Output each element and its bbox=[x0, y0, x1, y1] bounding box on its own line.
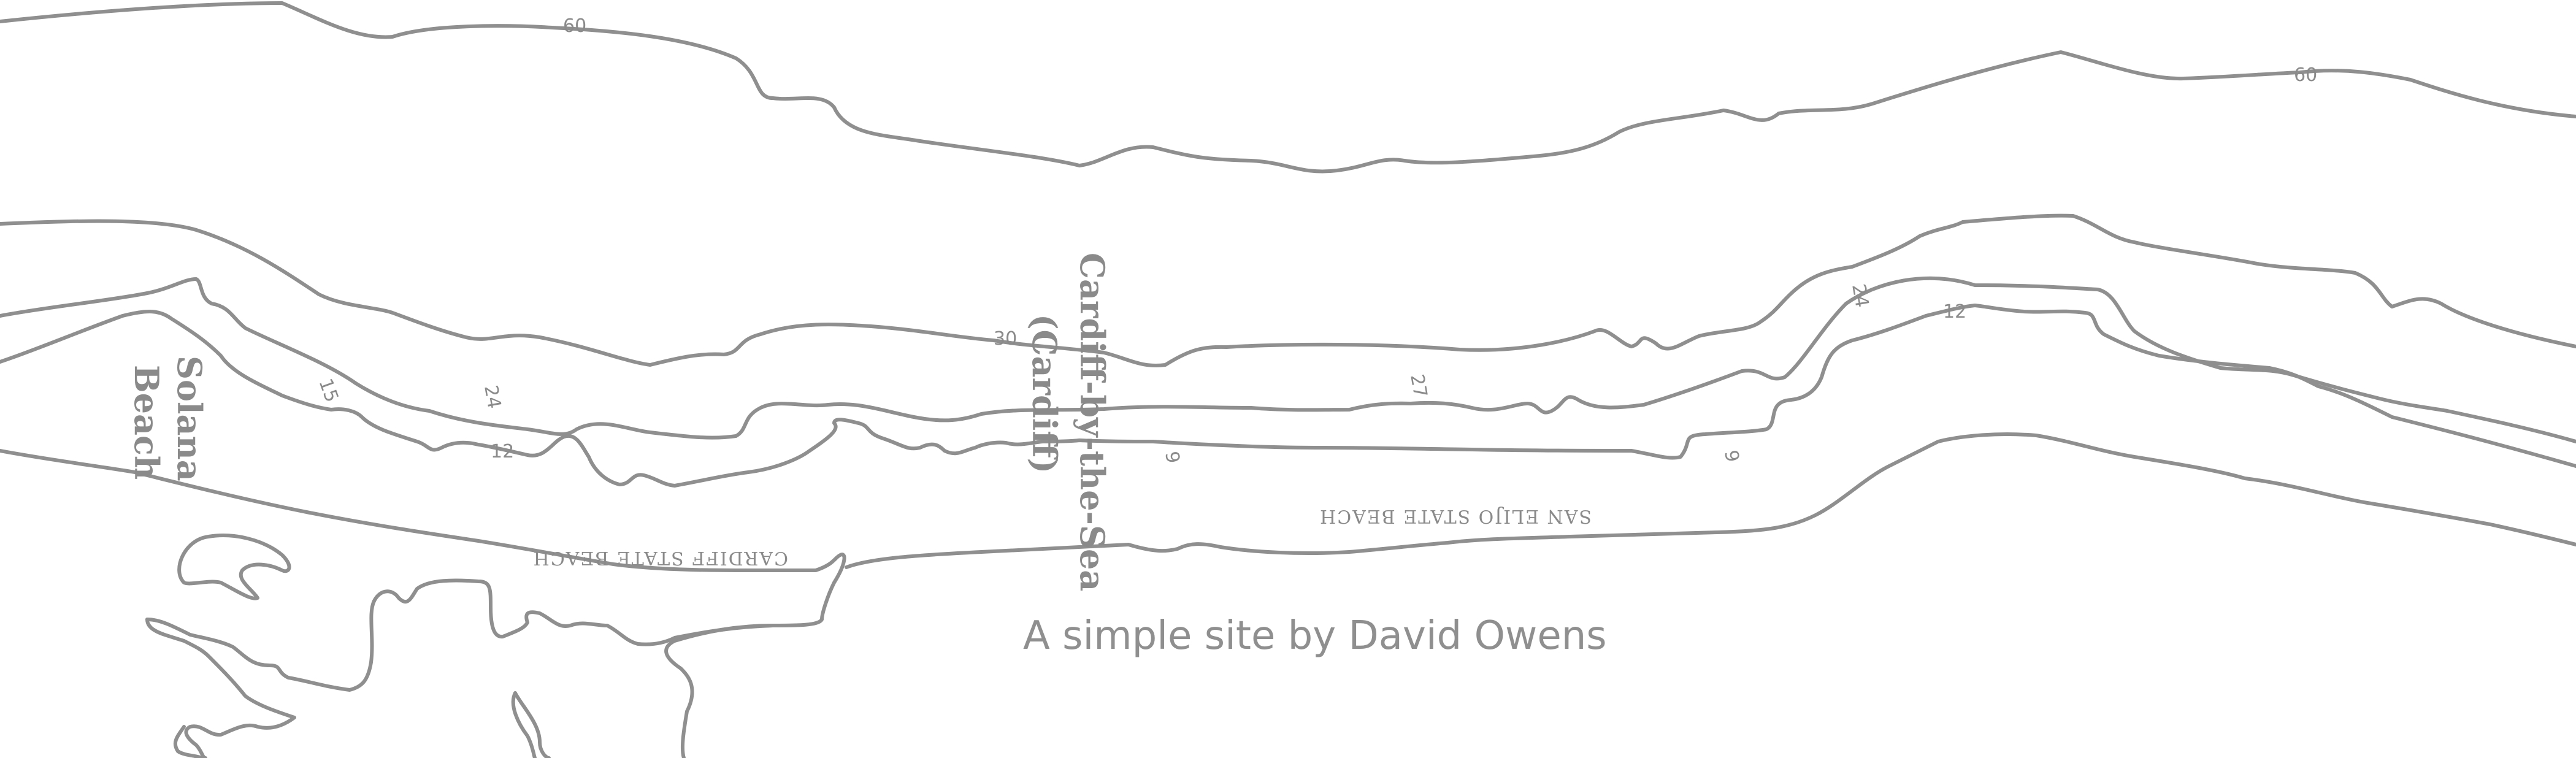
estuary-inner bbox=[372, 578, 775, 646]
depth-label-60: 60 bbox=[563, 15, 586, 37]
site-tagline: A simple site by David Owens bbox=[1023, 613, 1607, 659]
depth-label-60: 60 bbox=[2294, 64, 2317, 86]
depth-label-12: 12 bbox=[491, 441, 514, 462]
depth-label-9: 9 bbox=[1720, 448, 1743, 464]
depth-label-24: 24 bbox=[480, 383, 505, 410]
lagoon-left bbox=[177, 534, 291, 600]
shoreline bbox=[0, 449, 846, 758]
estuary-south-2 bbox=[511, 691, 537, 758]
contour-24 bbox=[0, 276, 2576, 443]
place-label-cardiff: Cardiff-by-the-Sea bbox=[1073, 253, 1112, 591]
depth-label-9: 9 bbox=[1160, 450, 1184, 465]
estuary-sw bbox=[173, 725, 204, 758]
depth-label-27: 27 bbox=[1406, 372, 1431, 399]
beach-label-cardiff-state: CARDIFF STATE BEACH bbox=[532, 547, 788, 568]
place-label-beach: Beach bbox=[127, 365, 166, 480]
estuary-west bbox=[145, 599, 376, 692]
depth-label-15: 15 bbox=[314, 376, 342, 405]
shoreline-coast bbox=[845, 432, 2576, 569]
estuary bbox=[145, 618, 296, 758]
place-label-cardiff-paren: (Cardiff) bbox=[1025, 314, 1064, 473]
estuary-south bbox=[513, 691, 551, 758]
place-label-solana: Solana bbox=[170, 356, 209, 481]
contour-12 bbox=[0, 304, 2576, 488]
depth-label-30: 30 bbox=[994, 328, 1017, 350]
contour-60 bbox=[0, 1, 2576, 174]
depth-label-24: 24 bbox=[1847, 282, 1873, 309]
depth-label-12: 12 bbox=[1943, 301, 1966, 323]
beach-label-san-elijo: SAN ELIJO STATE BEACH bbox=[1319, 505, 1592, 527]
contour-30 bbox=[0, 213, 2576, 367]
